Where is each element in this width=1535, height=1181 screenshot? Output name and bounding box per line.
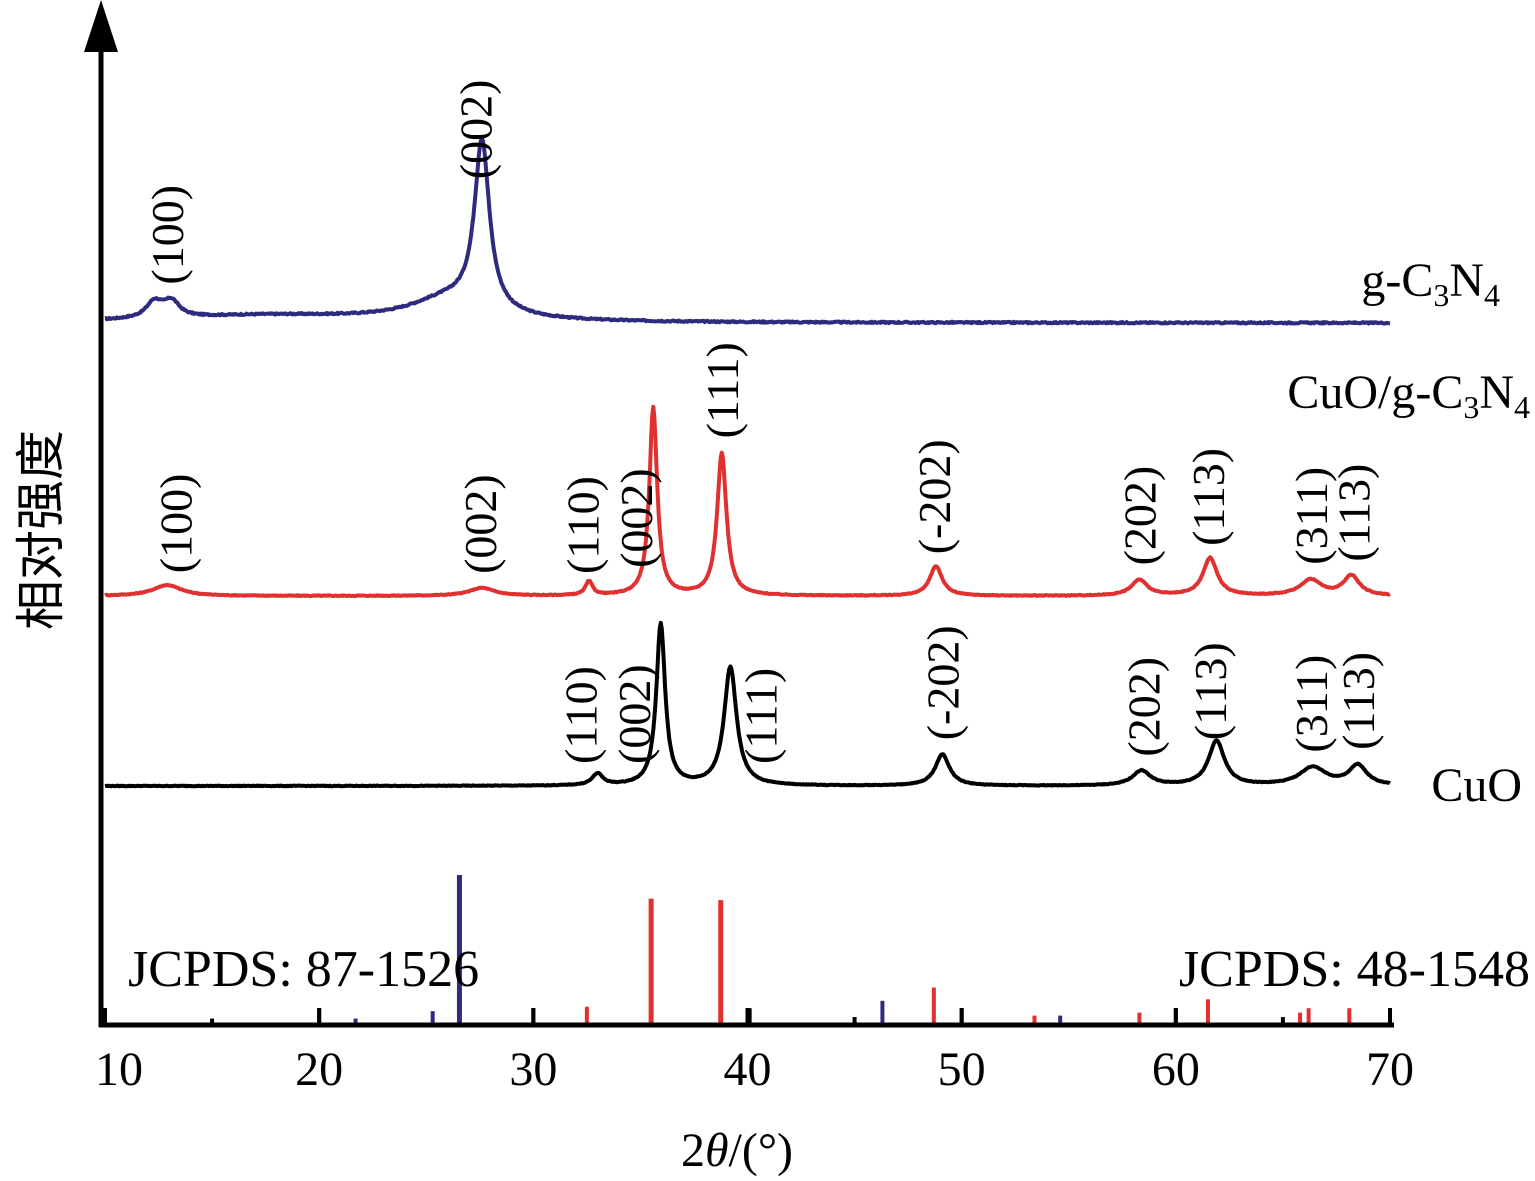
peak-annotations: (100)(002)(100) (002) (110) (002)(111)(-202… <box>142 80 1384 764</box>
peak-label: (111) <box>735 668 786 764</box>
jcpds-label-right: JCPDS: 48-1548 <box>1179 941 1530 998</box>
peak-label: (111) <box>697 342 748 438</box>
peak-label: (311) <box>1286 655 1337 753</box>
peak-label: (-202) <box>917 625 968 740</box>
x-tick-label: 10 <box>95 1043 143 1096</box>
peak-label: (002) <box>451 80 502 180</box>
x-tick-label: 30 <box>509 1043 557 1096</box>
series-label-cuo-g-c3n4: CuO/g-C3N4 <box>1287 366 1530 425</box>
peak-label: (002) <box>455 474 506 574</box>
peak-label: (110) <box>556 666 607 764</box>
peak-label: (113) <box>1329 464 1380 562</box>
x-tick-label: 40 <box>724 1043 772 1096</box>
reference-sticks <box>210 875 1352 1023</box>
series-label-cuo: CuO <box>1431 759 1522 812</box>
peak-label: (113) <box>1183 448 1234 546</box>
peak-label: (113) <box>1185 642 1236 740</box>
peak-label: (202) <box>1119 657 1170 757</box>
x-axis-title: 2θ/(°) <box>681 1124 793 1177</box>
series-line-g <box>104 136 1391 326</box>
x-tick-label: 20 <box>295 1043 343 1096</box>
peak-label: (113) <box>1333 652 1384 750</box>
peak-label: (110) <box>558 476 609 574</box>
x-tick-label: 50 <box>938 1043 986 1096</box>
peak-label: (-202) <box>909 439 960 554</box>
series-label-g-c3n4: g-C3N4 <box>1361 254 1500 313</box>
series-group <box>104 136 1391 789</box>
peak-label: (202) <box>1114 466 1165 566</box>
x-axis-ticks: 10 20 30 40 50 60 70 <box>95 1008 1414 1096</box>
peak-label: (002) <box>609 664 660 764</box>
x-tick-label: 70 <box>1366 1043 1414 1096</box>
series-line-cuo <box>104 620 1391 789</box>
jcpds-label-left: JCPDS: 87-1526 <box>128 941 479 998</box>
y-axis-title: 相对强度 <box>12 430 70 630</box>
x-tick-label: 60 <box>1152 1043 1200 1096</box>
peak-label: (100) <box>151 474 202 574</box>
series-line-composite <box>104 404 1391 599</box>
peak-label: (100) <box>142 185 193 285</box>
y-axis-arrow-icon <box>84 0 118 52</box>
peak-label: (002) <box>611 468 662 568</box>
peak-label: (311) <box>1286 467 1337 565</box>
